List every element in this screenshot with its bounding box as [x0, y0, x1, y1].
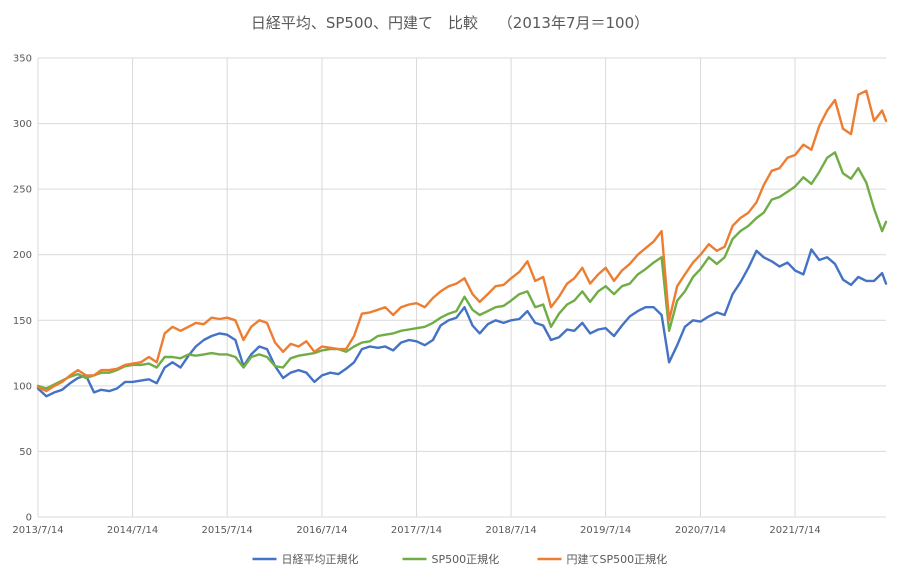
series-line-2 — [36, 151, 888, 390]
series-line-3 — [36, 89, 888, 393]
x-tick-label: 2016/7/14 — [296, 525, 347, 536]
axes: 0 50 100 150 200 250 300 350 2013/7/14 2014/7/14 2… — [12, 54, 820, 537]
legend-label: SP500正規化 — [432, 552, 500, 566]
x-tick-label: 2013/7/14 — [12, 525, 63, 536]
x-tick-label: 2017/7/14 — [391, 525, 442, 536]
x-tick-label: 2014/7/14 — [107, 525, 158, 536]
y-tick-label: 350 — [13, 54, 32, 65]
y-tick-label: 300 — [13, 119, 32, 130]
legend: 日経平均正規化 SP500正規化 円建てSP500正規化 — [252, 552, 668, 566]
x-tick-label: 2015/7/14 — [201, 525, 252, 536]
x-tick-label: 2019/7/14 — [580, 525, 631, 536]
x-tick-label: 2018/7/14 — [485, 525, 536, 536]
gridlines — [37, 57, 886, 518]
y-tick-label: 200 — [13, 250, 32, 261]
chart-title: 日経平均、SP500、円建て 比較 （2013年7月＝100） — [251, 14, 649, 32]
legend-label: 日経平均正規化 — [282, 552, 359, 566]
y-tick-label: 250 — [13, 185, 32, 196]
legend-label: 円建てSP500正規化 — [567, 552, 668, 566]
x-tick-label: 2021/7/14 — [769, 525, 820, 536]
series-lines — [36, 89, 888, 398]
x-tick-label: 2020/7/14 — [675, 525, 726, 536]
y-tick-label: 100 — [13, 381, 32, 392]
y-tick-label: 150 — [13, 316, 32, 327]
series-line-1 — [36, 248, 888, 398]
y-tick-label: 50 — [19, 447, 32, 458]
y-tick-label: 0 — [26, 513, 32, 524]
